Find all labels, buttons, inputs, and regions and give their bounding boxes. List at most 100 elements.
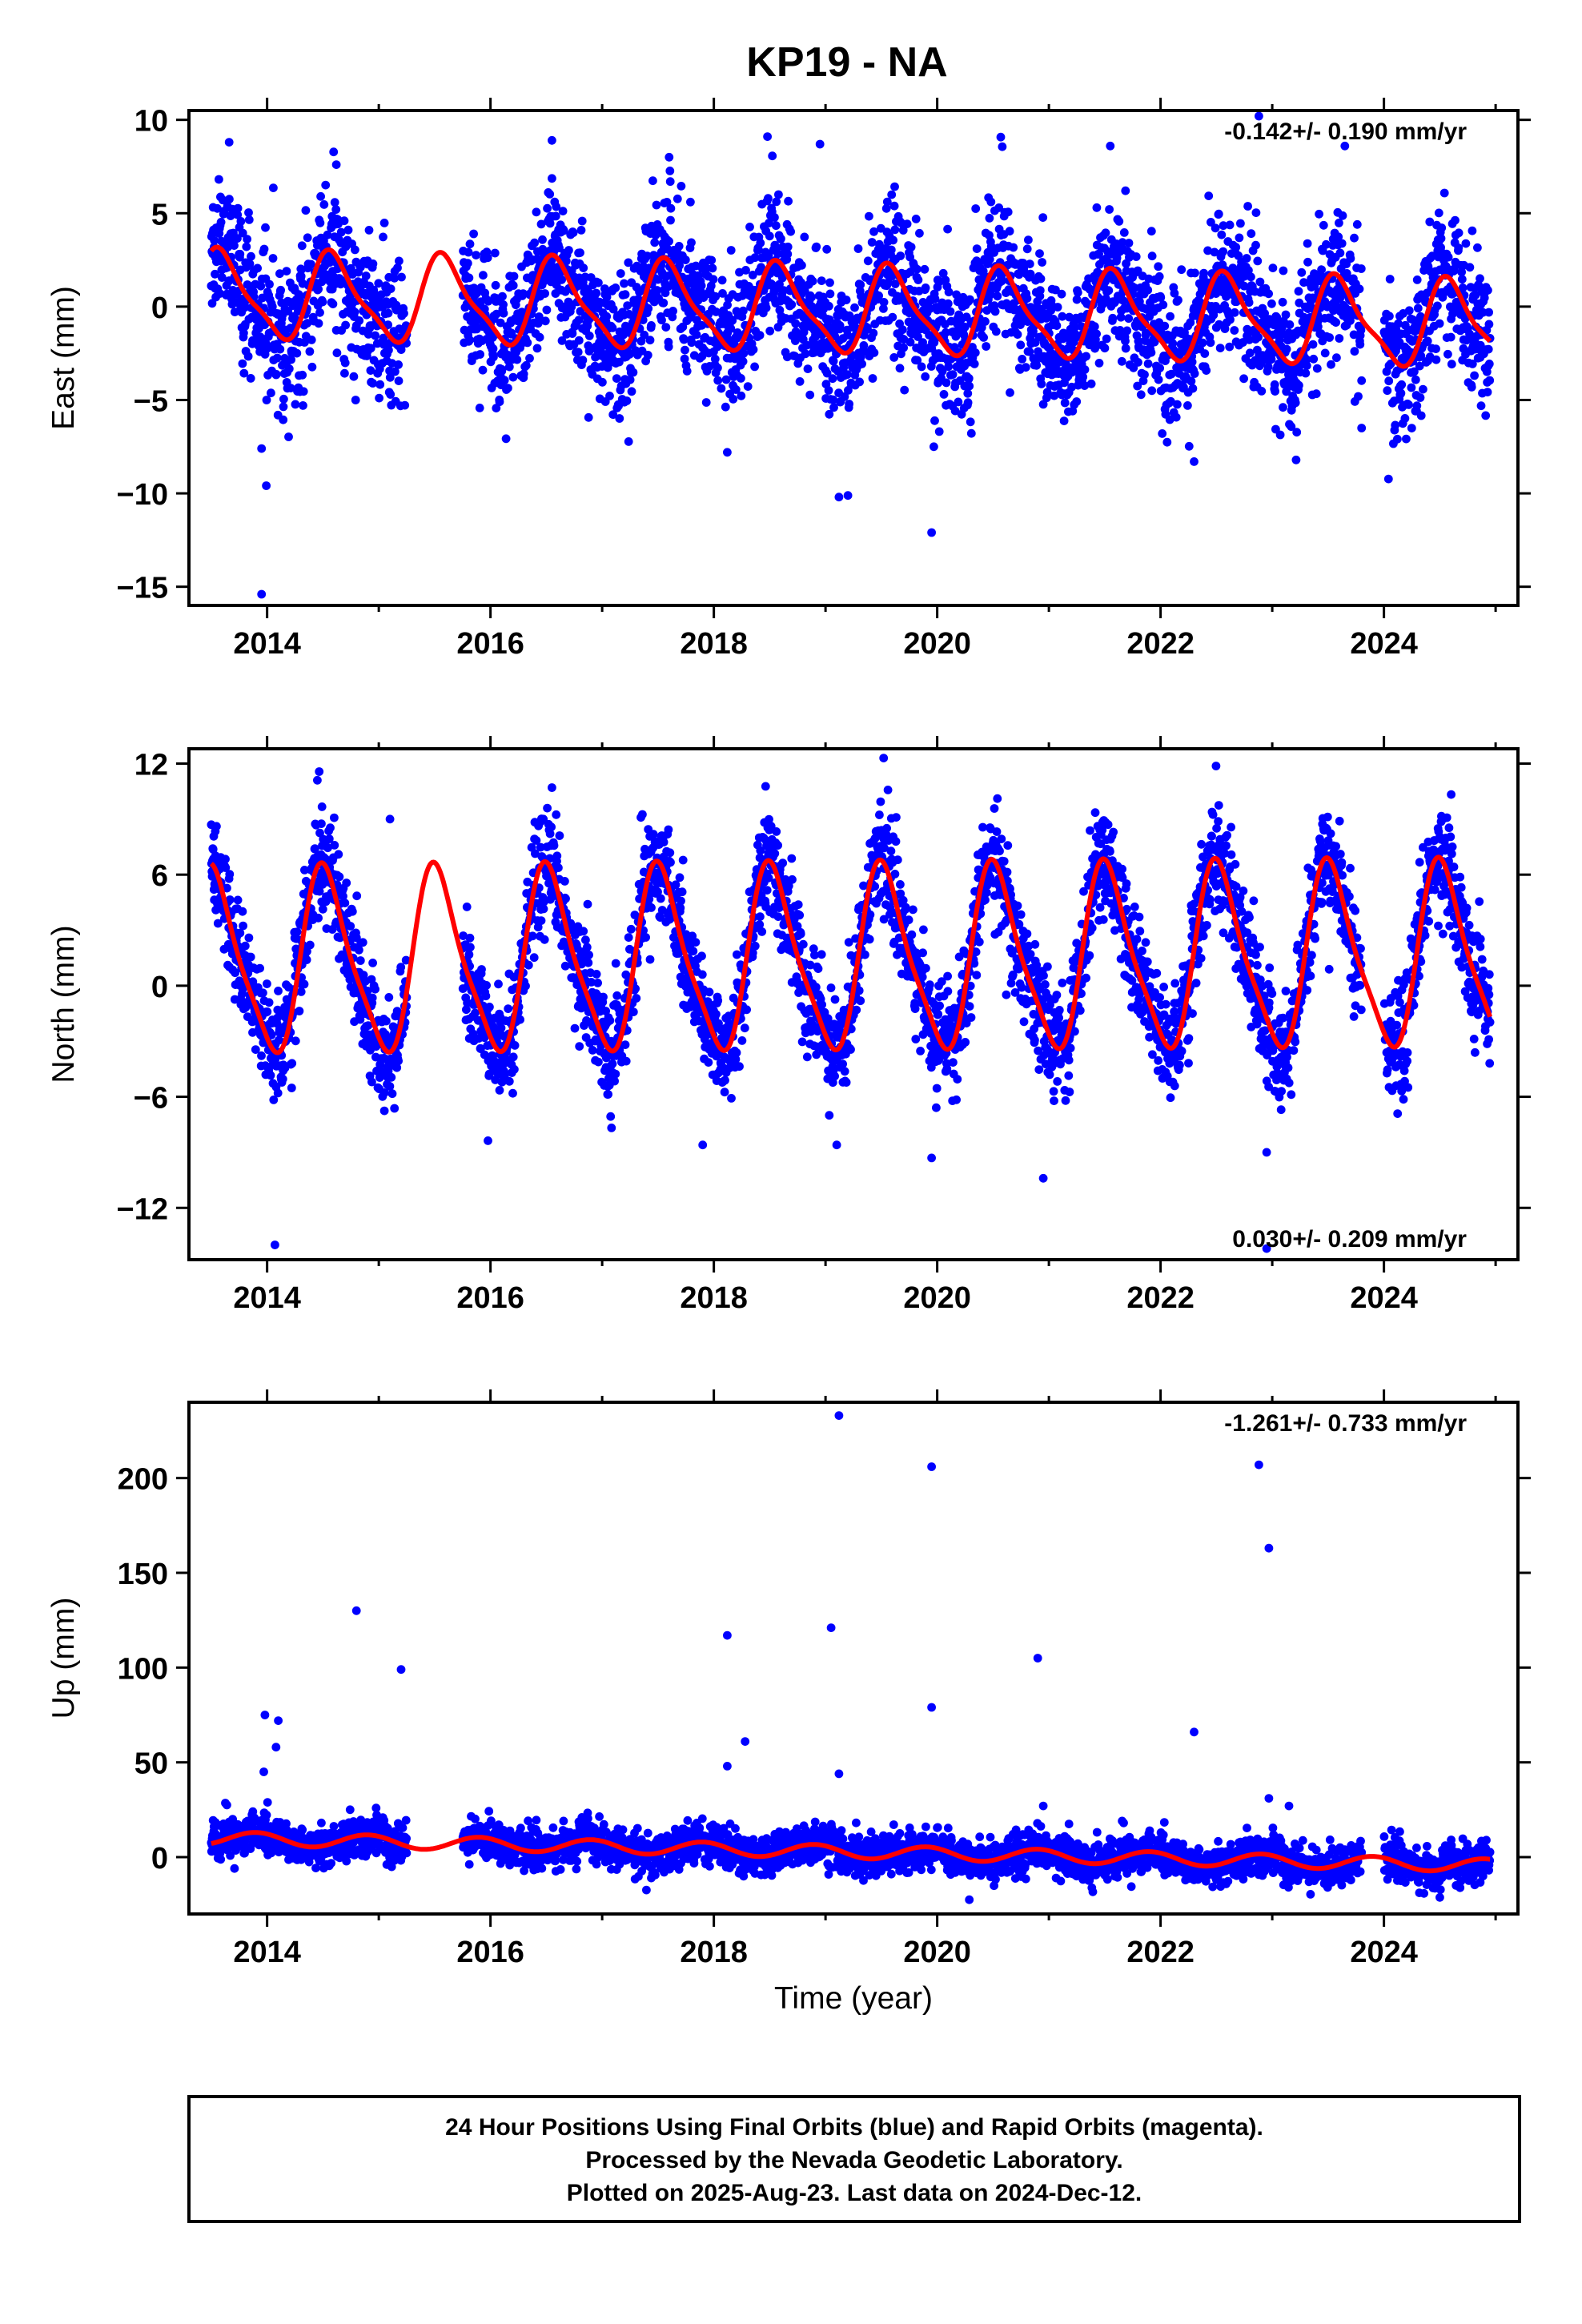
data-point xyxy=(573,348,583,356)
data-point xyxy=(1346,254,1355,263)
data-point xyxy=(628,368,638,377)
data-point xyxy=(579,927,588,936)
data-point xyxy=(533,319,543,328)
data-point xyxy=(1119,228,1129,237)
data-point xyxy=(920,264,930,274)
data-point xyxy=(623,301,632,310)
data-point xyxy=(368,959,377,967)
data-point xyxy=(350,308,359,316)
data-point xyxy=(540,316,550,326)
data-point xyxy=(972,244,982,253)
data-point xyxy=(584,951,593,959)
data-point xyxy=(850,303,859,312)
data-point xyxy=(386,390,396,399)
outlier-point xyxy=(257,589,267,599)
data-point xyxy=(1461,239,1471,248)
data-point xyxy=(717,275,727,285)
data-point xyxy=(1480,293,1489,303)
data-point xyxy=(510,1064,519,1074)
data-point xyxy=(1431,355,1441,364)
data-point xyxy=(1078,372,1088,382)
data-point xyxy=(284,432,293,441)
data-point xyxy=(1446,332,1456,342)
data-point xyxy=(212,822,221,831)
data-point xyxy=(979,333,988,342)
data-point xyxy=(523,338,532,348)
east-ylabel: East (mm) xyxy=(46,286,81,430)
data-point xyxy=(1484,308,1493,317)
data-point xyxy=(243,352,253,361)
data-point xyxy=(998,142,1007,151)
data-point xyxy=(1230,326,1239,335)
data-point xyxy=(371,331,379,340)
data-point xyxy=(379,1106,389,1116)
data-point xyxy=(869,348,879,357)
data-point xyxy=(680,354,689,364)
data-point xyxy=(465,336,474,344)
data-point xyxy=(1060,398,1070,408)
data-point xyxy=(497,365,507,374)
data-point xyxy=(1393,434,1402,444)
data-point xyxy=(1122,326,1132,336)
data-point xyxy=(352,891,362,901)
data-point xyxy=(464,247,473,257)
data-point xyxy=(1038,213,1048,222)
data-point xyxy=(713,363,722,372)
data-point xyxy=(899,343,908,352)
data-point xyxy=(1155,364,1164,373)
data-point xyxy=(371,984,379,994)
data-point xyxy=(737,391,746,400)
data-point xyxy=(921,372,930,381)
data-point xyxy=(1451,215,1460,225)
data-point xyxy=(1437,223,1447,232)
data-point xyxy=(678,855,688,865)
data-point xyxy=(532,207,541,217)
data-point xyxy=(681,255,690,264)
data-point xyxy=(478,365,488,375)
y-tick-label: −6 xyxy=(134,1082,168,1116)
data-point xyxy=(1140,370,1149,380)
data-point xyxy=(1254,332,1263,342)
data-point xyxy=(608,410,618,420)
data-point xyxy=(335,872,344,882)
data-point xyxy=(1271,387,1279,396)
data-point xyxy=(463,259,472,268)
data-point xyxy=(886,245,896,255)
data-point xyxy=(221,854,230,864)
data-point xyxy=(1053,303,1062,312)
data-point xyxy=(295,1007,304,1015)
data-point xyxy=(315,218,325,227)
data-point xyxy=(268,254,278,263)
data-point xyxy=(1225,220,1235,230)
data-point xyxy=(501,434,511,444)
data-point xyxy=(594,1057,603,1067)
data-point xyxy=(1037,380,1046,388)
data-point xyxy=(768,151,777,161)
data-point xyxy=(765,219,773,227)
data-point xyxy=(643,251,652,261)
data-point xyxy=(584,958,593,967)
data-point xyxy=(825,289,835,299)
data-point xyxy=(739,349,749,358)
data-point xyxy=(555,831,564,840)
data-point xyxy=(1143,285,1153,295)
data-point xyxy=(1038,258,1046,267)
data-point xyxy=(346,922,355,931)
data-point xyxy=(1396,388,1406,398)
data-point xyxy=(1285,320,1295,329)
data-point xyxy=(495,1086,504,1095)
data-point xyxy=(1384,376,1394,386)
data-point xyxy=(267,302,277,312)
data-point xyxy=(216,218,226,227)
data-point xyxy=(666,858,675,867)
data-point xyxy=(840,392,849,401)
data-point xyxy=(307,336,316,344)
data-point xyxy=(812,242,821,251)
data-point xyxy=(652,200,661,210)
data-point xyxy=(1282,344,1291,354)
data-point xyxy=(259,988,267,998)
data-point xyxy=(1354,392,1363,401)
data-point xyxy=(305,940,315,950)
data-point xyxy=(1397,380,1407,389)
data-point xyxy=(1005,227,1014,236)
